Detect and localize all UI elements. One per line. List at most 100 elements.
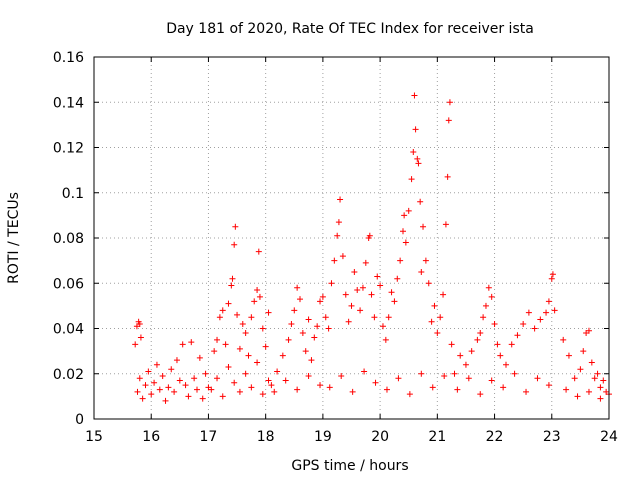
- data-point: [234, 311, 241, 318]
- data-point: [326, 384, 333, 391]
- data-point: [153, 361, 160, 368]
- data-point: [442, 221, 449, 228]
- data-point: [477, 391, 484, 398]
- chart-title: Day 181 of 2020, Rate Of TEC Index for r…: [166, 21, 534, 37]
- data-point: [597, 395, 604, 402]
- data-point: [354, 287, 361, 294]
- data-point: [511, 370, 518, 377]
- data-point: [248, 384, 255, 391]
- data-point: [265, 309, 272, 316]
- data-point: [288, 320, 295, 327]
- data-point: [229, 275, 236, 282]
- data-point: [134, 388, 141, 395]
- data-point: [137, 334, 144, 341]
- data-point: [348, 302, 355, 309]
- x-tick-label: 24: [600, 429, 618, 445]
- data-point: [145, 368, 152, 375]
- data-point: [565, 352, 572, 359]
- data-point: [444, 173, 451, 180]
- data-point: [523, 388, 530, 395]
- data-point: [294, 284, 301, 291]
- data-point: [285, 336, 292, 343]
- data-point: [425, 280, 432, 287]
- data-point: [245, 352, 252, 359]
- data-point: [305, 373, 312, 380]
- data-point: [588, 359, 595, 366]
- data-point: [239, 320, 246, 327]
- data-point: [445, 117, 452, 124]
- data-point: [377, 282, 384, 289]
- x-tick-label: 15: [85, 429, 103, 445]
- y-tick-label: 0.14: [53, 95, 84, 111]
- data-point: [394, 275, 401, 282]
- data-point: [165, 384, 172, 391]
- data-point: [255, 248, 262, 255]
- data-point: [580, 348, 587, 355]
- data-point: [366, 232, 373, 239]
- data-point: [259, 391, 266, 398]
- data-point: [328, 280, 335, 287]
- data-point: [139, 395, 146, 402]
- data-point: [482, 302, 489, 309]
- x-tick-label: 17: [200, 429, 218, 445]
- data-point: [418, 370, 425, 377]
- data-point: [248, 314, 255, 321]
- data-point: [361, 368, 368, 375]
- y-tick-label: 0.1: [62, 186, 84, 202]
- y-tick-label: 0.06: [53, 276, 84, 292]
- data-point: [148, 391, 155, 398]
- data-point: [446, 99, 453, 106]
- data-point: [202, 370, 209, 377]
- data-point: [372, 379, 379, 386]
- data-point: [317, 382, 324, 389]
- x-tick-label: 16: [142, 429, 160, 445]
- x-tick-label: 21: [428, 429, 446, 445]
- data-point: [254, 287, 261, 294]
- y-tick-label: 0.08: [53, 231, 84, 247]
- data-point: [182, 382, 189, 389]
- data-point: [402, 239, 409, 246]
- data-point: [219, 393, 226, 400]
- data-point: [534, 375, 541, 382]
- data-point: [208, 386, 215, 393]
- data-point: [585, 327, 592, 334]
- data-point: [225, 363, 232, 370]
- data-point: [585, 388, 592, 395]
- data-points: [132, 92, 612, 404]
- data-point: [334, 232, 341, 239]
- data-point: [418, 268, 425, 275]
- data-point: [173, 357, 180, 364]
- data-point: [314, 323, 321, 330]
- data-point: [339, 253, 346, 260]
- data-point: [214, 336, 221, 343]
- data-point: [520, 320, 527, 327]
- data-point: [577, 366, 584, 373]
- data-point: [388, 289, 395, 296]
- data-point: [282, 377, 289, 384]
- y-tick-label: 0.04: [53, 322, 84, 338]
- data-point: [462, 361, 469, 368]
- y-axis-ticks: 0 0.02 0.04 0.06 0.08 0.1 0.12 0.14 0.16: [53, 50, 609, 428]
- x-tick-label: 20: [371, 429, 389, 445]
- data-point: [262, 343, 269, 350]
- data-point: [222, 341, 229, 348]
- data-point: [268, 382, 275, 389]
- data-point: [176, 377, 183, 384]
- data-point: [591, 375, 598, 382]
- data-point: [357, 307, 364, 314]
- grid: [94, 57, 609, 419]
- data-point: [191, 375, 198, 382]
- data-point: [497, 352, 504, 359]
- data-point: [491, 320, 498, 327]
- x-tick-label: 22: [486, 429, 504, 445]
- data-point: [345, 318, 352, 325]
- data-point: [382, 336, 389, 343]
- x-axis-label: GPS time / hours: [291, 458, 408, 474]
- data-point: [485, 284, 492, 291]
- data-point: [254, 359, 261, 366]
- data-point: [159, 373, 166, 380]
- data-point: [477, 330, 484, 337]
- data-point: [437, 314, 444, 321]
- data-point: [279, 352, 286, 359]
- data-point: [216, 314, 223, 321]
